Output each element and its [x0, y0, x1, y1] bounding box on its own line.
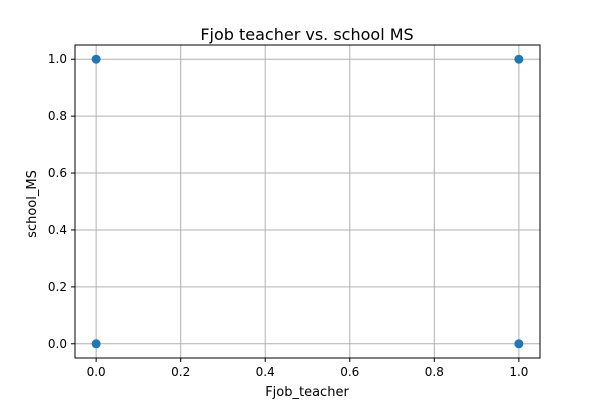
grid-lines: [75, 45, 540, 358]
y-axis-label: school_MS: [25, 170, 40, 238]
y-tick-label: 1.0: [48, 52, 67, 66]
x-tick-label: 1.0: [509, 365, 528, 379]
data-point: [514, 339, 524, 349]
x-tick-label: 0.4: [256, 365, 275, 379]
y-tick-label: 0.2: [48, 280, 67, 294]
x-axis-label: Fjob_teacher: [265, 385, 349, 400]
y-tick-label: 0.8: [48, 109, 67, 123]
axis-ticks: 0.0 0.2 0.4 0.6 0.8 1.0 0.0 0.2 0.4 0.6 0.8 1.0: [48, 52, 529, 379]
x-tick-label: 0.8: [425, 365, 444, 379]
x-tick-label: 0.2: [171, 365, 190, 379]
x-tick-label: 0.6: [340, 365, 359, 379]
y-tick-label: 0.6: [48, 166, 67, 180]
chart-title: Fjob teacher vs. school MS: [200, 25, 413, 44]
data-point: [91, 339, 101, 349]
plot-frame: [74, 44, 541, 359]
y-tick-label: 0.0: [48, 337, 67, 351]
y-tick-label: 0.4: [48, 223, 67, 237]
data-point: [91, 54, 101, 64]
x-tick-label: 0.0: [87, 365, 106, 379]
data-points: [91, 54, 524, 349]
data-point: [514, 54, 524, 64]
